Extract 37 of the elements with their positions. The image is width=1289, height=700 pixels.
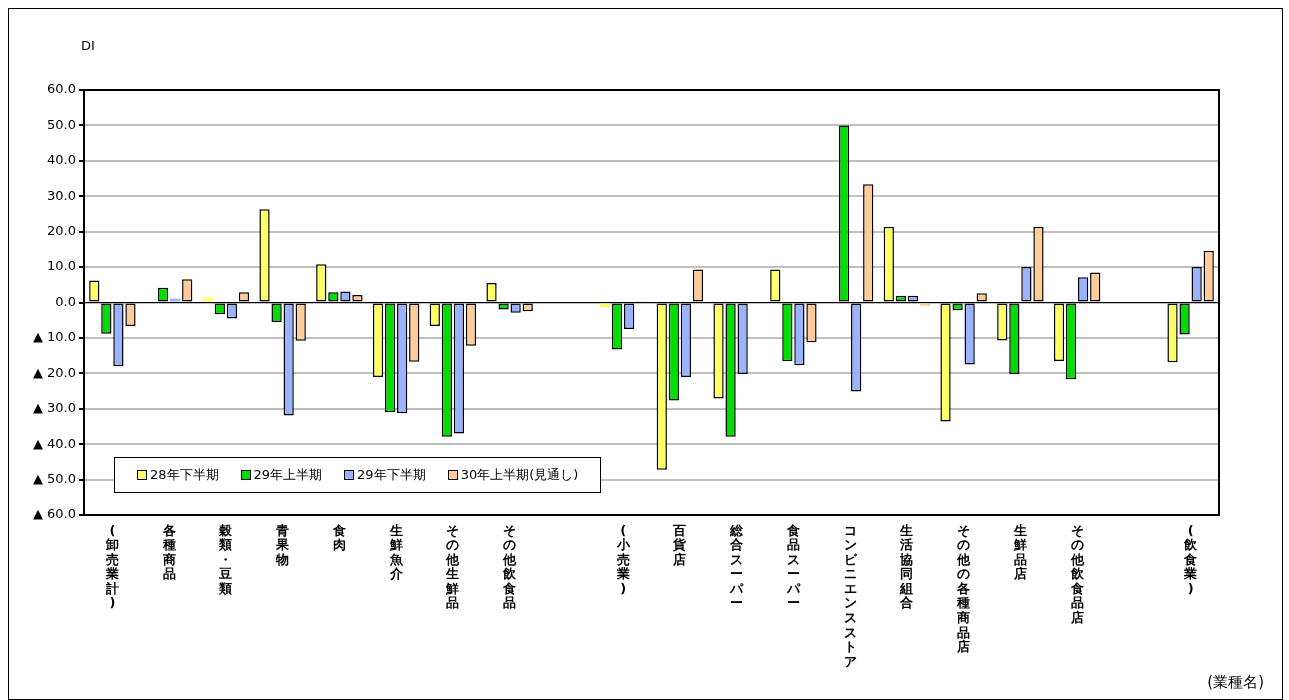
- y-tick-label: ▲ 60.0: [32, 506, 76, 522]
- x-tick-label: その他飲食品店: [1069, 522, 1085, 626]
- y-tick-label: ▲ 30.0: [32, 400, 76, 416]
- y-tick-label: 50.0: [47, 116, 76, 132]
- x-tick-label: 生鮮品店: [1012, 522, 1027, 582]
- y-tick-label: ▲ 20.0: [32, 364, 76, 380]
- x-tick-label: 食肉: [331, 522, 346, 553]
- legend-label: 30年上半期(見通し): [460, 466, 579, 484]
- x-tick-label: (小売業): [615, 522, 631, 596]
- x-tick-label: その他生鮮品: [445, 522, 461, 611]
- y-tick-label: ▲ 10.0: [32, 329, 76, 345]
- x-tick-label: 食品スーパー: [785, 522, 801, 611]
- y-axis-title: DI: [81, 38, 95, 54]
- x-tick-label: 生活協同組合: [899, 522, 914, 611]
- y-tick-label: 40.0: [47, 152, 76, 168]
- y-tick-label: 20.0: [47, 223, 76, 239]
- x-tick-label: 穀類・豆類: [218, 522, 234, 596]
- x-tick-label: 青果物: [275, 522, 291, 567]
- legend-label: 29年下半期: [357, 466, 426, 484]
- legend-label: 28年下半期: [150, 466, 219, 484]
- y-tick-label: 10.0: [47, 258, 76, 274]
- category-label: コンビニエンスストア: [843, 522, 857, 669]
- x-tick-label: 総合スーパー: [729, 522, 745, 611]
- y-tick-label: ▲ 40.0: [32, 435, 76, 451]
- y-tick-label: 0.0: [55, 293, 76, 309]
- x-tick-label: (飲食業): [1183, 522, 1199, 596]
- y-tick-label: 60.0: [47, 81, 76, 97]
- x-tick-label: 生鮮魚介: [388, 522, 404, 582]
- legend-label: 29年上半期: [253, 466, 323, 484]
- x-tick-label: (卸売業計): [104, 522, 119, 611]
- x-tick-label: その他飲食品: [502, 522, 518, 611]
- y-tick-label: ▲ 50.0: [32, 470, 76, 486]
- x-tick-label: 各種商品: [161, 522, 176, 582]
- y-tick-label: 30.0: [47, 187, 76, 203]
- x-axis-title: (業種名): [1207, 673, 1264, 692]
- category-label: その他の各種商品店: [957, 522, 971, 655]
- x-tick-label: 百貨店: [672, 522, 688, 567]
